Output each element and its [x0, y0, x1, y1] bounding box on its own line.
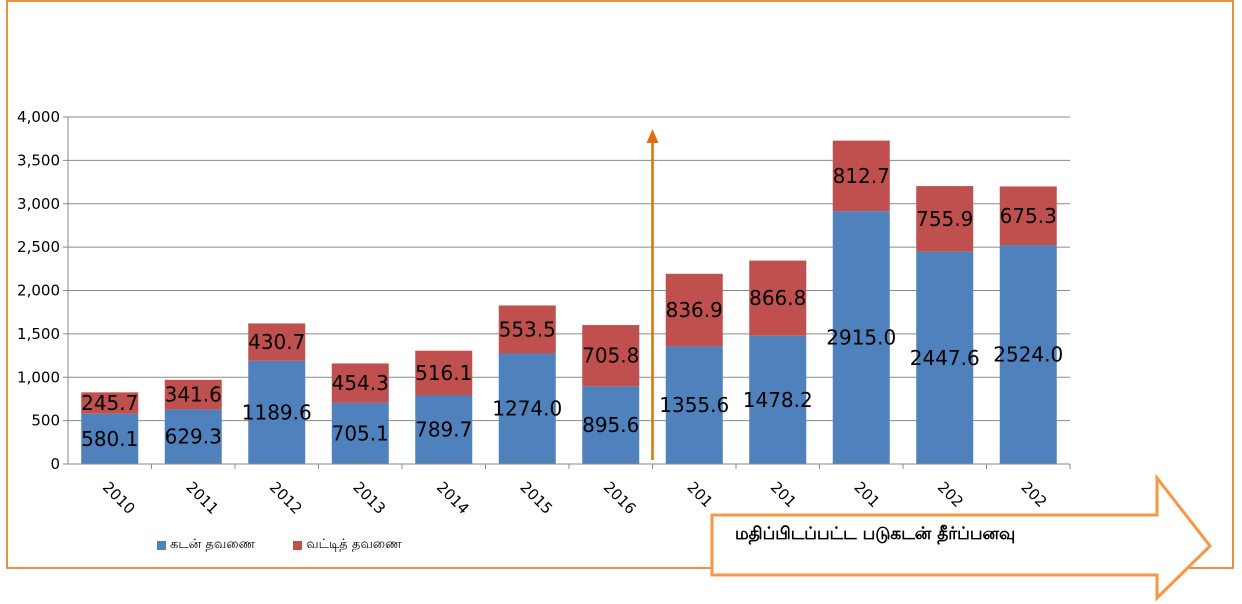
y-tick-label: 500 — [31, 412, 60, 430]
data-label-loan: 1355.6 — [659, 393, 729, 417]
y-tick-label: 1,500 — [17, 325, 60, 343]
bar-segment-interest — [164, 379, 222, 410]
data-label-loan: 1478.2 — [743, 388, 813, 412]
legend-item-loan: கடன் தவணை — [157, 537, 255, 553]
x-tick-label: 201 — [683, 478, 716, 511]
bar-segment-loan — [749, 335, 807, 464]
bar-segment-loan — [164, 409, 222, 464]
callout-label: மதிப்பிடப்பட்ட படுகடன் தீர்ப்பனவு — [735, 524, 1016, 544]
y-tick-label: 2,500 — [17, 238, 60, 256]
x-tick-label: 2015 — [516, 478, 556, 518]
x-tick-label: 201 — [850, 478, 883, 511]
bar-segment-loan — [999, 245, 1057, 464]
bar-segment-interest — [665, 273, 723, 347]
forecast-divider-arrowhead — [646, 129, 659, 143]
x-tick-label: 2010 — [99, 478, 139, 518]
y-tick-label: 1,000 — [17, 368, 60, 386]
x-tick-label: 202 — [934, 478, 967, 511]
data-label-loan: 2447.6 — [910, 346, 980, 370]
data-label-interest: 705.8 — [582, 344, 639, 368]
legend-swatch-interest — [293, 540, 303, 550]
y-tick-label: 3,500 — [17, 151, 60, 169]
data-label-interest: 516.1 — [415, 361, 472, 385]
x-tick-label: 2014 — [433, 478, 473, 518]
bar-segment-interest — [248, 323, 306, 361]
bar-segment-loan — [916, 251, 974, 464]
bar-segment-loan — [832, 211, 890, 464]
bar-segment-interest — [582, 325, 640, 387]
legend-swatch-loan — [157, 540, 166, 550]
data-label-interest: 812.7 — [833, 164, 890, 188]
bar-segment-interest — [832, 140, 890, 212]
chart-legend: கடன் தவணை வட்டித் தவணை — [157, 537, 402, 553]
bar-segment-loan — [582, 386, 640, 464]
data-label-loan: 705.1 — [332, 421, 389, 445]
data-label-loan: 2915.0 — [826, 326, 896, 350]
data-label-loan: 1274.0 — [492, 397, 562, 421]
data-label-interest: 245.7 — [81, 391, 138, 415]
legend-item-interest: வட்டித் தவணை — [293, 537, 402, 553]
x-tick-label: 2012 — [266, 478, 306, 518]
data-label-interest: 341.6 — [165, 383, 222, 407]
bar-segment-interest — [331, 363, 389, 403]
x-tick-label: 202 — [1017, 478, 1050, 511]
x-tick-label: 2011 — [182, 478, 222, 518]
y-tick-label: 4,000 — [17, 108, 60, 126]
x-tick-label: 2016 — [600, 478, 640, 518]
bar-segment-loan — [415, 395, 473, 464]
y-tick-label: 0 — [50, 455, 60, 473]
bar-segment-interest — [81, 392, 139, 414]
legend-label-loan: கடன் தவணை — [170, 537, 256, 552]
data-label-interest: 430.7 — [248, 330, 305, 354]
data-label-interest: 866.8 — [749, 286, 806, 310]
data-label-loan: 629.3 — [165, 425, 222, 449]
chart-border — [6, 0, 1234, 569]
data-label-loan: 895.6 — [582, 413, 639, 437]
data-label-loan: 580.1 — [81, 427, 138, 451]
data-label-interest: 454.3 — [332, 371, 389, 395]
bar-segment-loan — [498, 353, 556, 464]
bar-segment-interest — [749, 260, 807, 336]
data-label-interest: 836.9 — [666, 298, 723, 322]
bar-segment-interest — [415, 350, 473, 396]
y-tick-label: 2,000 — [17, 282, 60, 300]
x-tick-label: 2013 — [349, 478, 389, 518]
y-tick-label: 3,000 — [17, 195, 60, 213]
bar-segment-loan — [331, 402, 389, 464]
bar-segment-loan — [665, 346, 723, 464]
data-label-loan: 789.7 — [415, 418, 472, 442]
data-label-interest: 553.5 — [499, 317, 556, 341]
bar-segment-loan — [248, 360, 306, 464]
data-label-interest: 755.9 — [916, 207, 973, 231]
x-tick-label: 201 — [767, 478, 800, 511]
data-label-loan: 2524.0 — [993, 343, 1063, 367]
legend-label-interest: வட்டித் தவணை — [306, 537, 402, 552]
bar-segment-loan — [81, 413, 139, 464]
data-label-interest: 675.3 — [1000, 204, 1057, 228]
bar-segment-interest — [498, 305, 556, 354]
data-label-loan: 1189.6 — [242, 400, 312, 424]
bar-segment-interest — [999, 186, 1057, 246]
bar-segment-interest — [916, 186, 974, 252]
